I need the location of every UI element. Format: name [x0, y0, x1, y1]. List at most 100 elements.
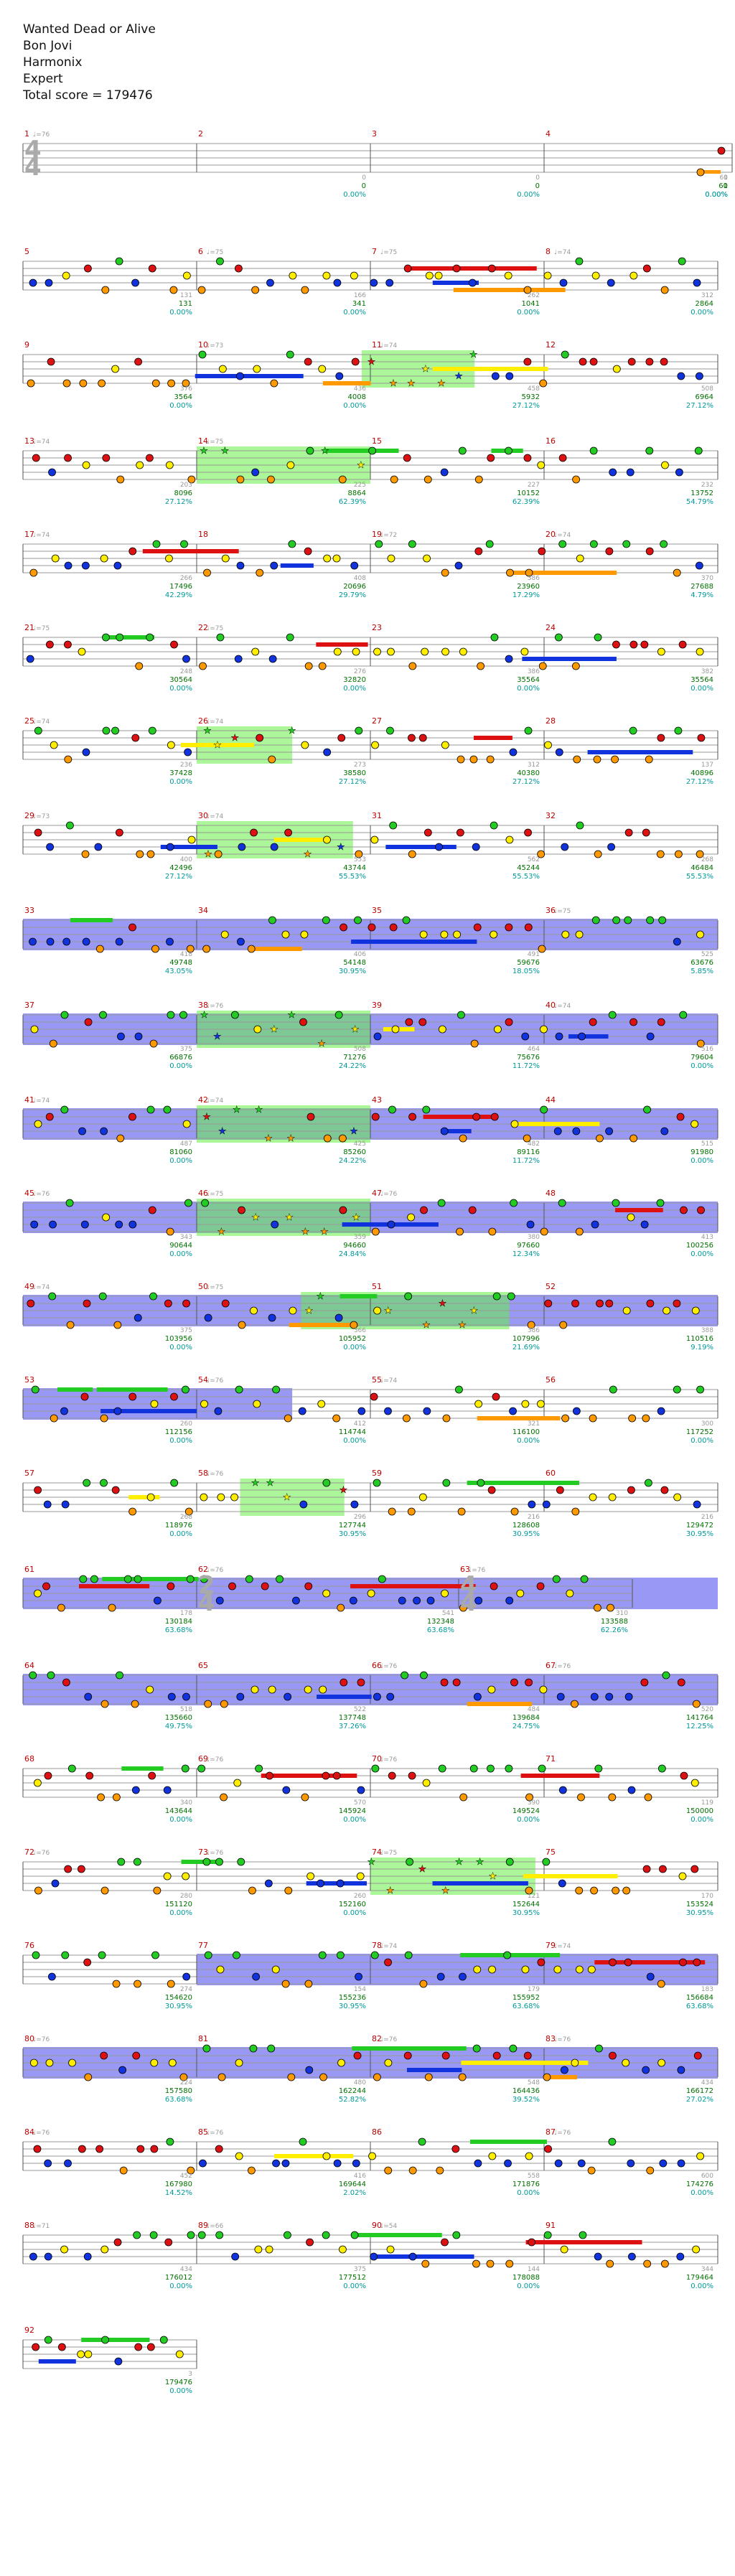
overdrive-percent: 0.00%	[517, 1816, 540, 1824]
note-yellow	[459, 647, 467, 656]
measure-number: 65	[198, 1661, 208, 1670]
note-green	[505, 1764, 513, 1773]
note-green	[201, 1199, 209, 1207]
note-blue	[357, 1786, 365, 1794]
measure-score: 141764	[686, 1714, 713, 1722]
note-blue	[115, 937, 123, 946]
note-orange	[64, 755, 72, 764]
measure-number: 85	[198, 2127, 208, 2137]
note-yellow	[167, 741, 175, 749]
note-red	[627, 357, 636, 366]
note-blue	[373, 1032, 382, 1041]
note-green	[389, 821, 398, 830]
measure-number: 81	[198, 2034, 208, 2043]
overdrive-percent: 49.75%	[165, 1723, 192, 1730]
tempo-marking: ♩=74	[554, 249, 571, 256]
sustain-bar	[273, 838, 330, 842]
sustain-bar	[444, 367, 482, 371]
overdrive-percent: 0.00%	[169, 1437, 192, 1445]
note-orange	[539, 379, 548, 388]
note-green	[594, 633, 602, 642]
note-blue	[627, 1786, 636, 1794]
measure-number: 78	[372, 1941, 382, 1950]
note-green	[48, 1292, 57, 1301]
star-note: ★	[351, 1024, 360, 1035]
note-count: 179	[528, 1986, 540, 1993]
note-red	[111, 1486, 120, 1494]
note-orange	[696, 168, 705, 177]
note-yellow	[217, 1493, 225, 1502]
staff-row: ★ ★ ★	[22, 821, 718, 860]
overdrive-percent: 0.00%	[517, 1437, 540, 1445]
note-blue	[47, 1972, 56, 1981]
note-count: 412	[354, 1420, 366, 1428]
note-yellow	[521, 1965, 530, 1974]
note-orange	[146, 850, 155, 858]
note-blue	[413, 1596, 421, 1605]
note-red	[388, 1771, 396, 1780]
note-yellow	[691, 1306, 700, 1315]
note-yellow	[281, 930, 290, 939]
note-count: 359	[354, 1234, 366, 1241]
note-red	[62, 1678, 70, 1687]
note-orange	[304, 662, 313, 670]
overdrive-percent: 0.00%	[690, 2282, 713, 2290]
note-blue	[370, 278, 378, 287]
overdrive-percent: 42.29%	[165, 591, 192, 599]
note-green	[249, 2044, 258, 2053]
measure-number: 88	[24, 2221, 34, 2230]
note-green	[186, 1575, 195, 1583]
note-orange	[251, 286, 260, 294]
overdrive-percent: 5.85%	[690, 968, 713, 975]
note-green	[29, 1671, 37, 1680]
note-blue	[594, 2252, 602, 2261]
measure-number: 55	[372, 1375, 382, 1385]
note-blue	[677, 2066, 685, 2074]
note-green	[591, 916, 600, 924]
note-count: 266	[180, 575, 192, 582]
note-count: 484	[528, 1706, 540, 1713]
staff-row: ★ ★ ★ ★ ★ ★	[22, 1010, 718, 1049]
star-note: ★	[204, 849, 212, 860]
staff-row	[22, 633, 718, 670]
note-blue	[305, 2066, 314, 2074]
sustain-bar	[70, 918, 113, 922]
note-orange	[587, 2166, 596, 2175]
note-orange	[388, 1507, 396, 1516]
sustain-bar	[181, 743, 255, 747]
note-orange	[577, 1793, 585, 1802]
note-green	[322, 2231, 330, 2239]
note-orange	[355, 850, 363, 858]
note-blue	[182, 1972, 191, 1981]
note-blue	[336, 1879, 345, 1888]
note-green	[237, 1858, 245, 1866]
note-red	[299, 1018, 307, 1026]
note-count: 366	[354, 1327, 366, 1334]
note-orange	[442, 1414, 451, 1423]
note-yellow	[265, 2245, 273, 2254]
note-blue	[131, 278, 139, 287]
note-count: 119	[701, 1799, 713, 1807]
note-red	[640, 1678, 649, 1687]
measure-number: 84	[24, 2127, 34, 2137]
measure-number: 80	[24, 2034, 34, 2043]
note-count: 321	[528, 1420, 540, 1428]
star-note: ★	[251, 1212, 260, 1223]
note-blue	[528, 1500, 536, 1509]
note-yellow	[367, 1589, 375, 1598]
note-green	[216, 633, 225, 642]
tempo-marking: ♩=76	[33, 1191, 50, 1198]
tempo-marking: ♩=76	[33, 1850, 50, 1857]
measure-number: 67	[546, 1661, 556, 1670]
note-orange	[131, 1700, 139, 1708]
note-blue	[46, 937, 55, 946]
overdrive-percent: 0.00%	[690, 1816, 713, 1824]
note-blue	[333, 2159, 342, 2168]
measure-number: 57	[24, 1469, 34, 1478]
measure-score: 129472	[686, 1522, 713, 1530]
note-green	[368, 446, 377, 455]
overdrive-percent: 39.52%	[512, 2096, 540, 2104]
note-red	[677, 1678, 685, 1687]
measure-score: 3564	[174, 393, 192, 401]
note-yellow	[319, 1685, 327, 1694]
